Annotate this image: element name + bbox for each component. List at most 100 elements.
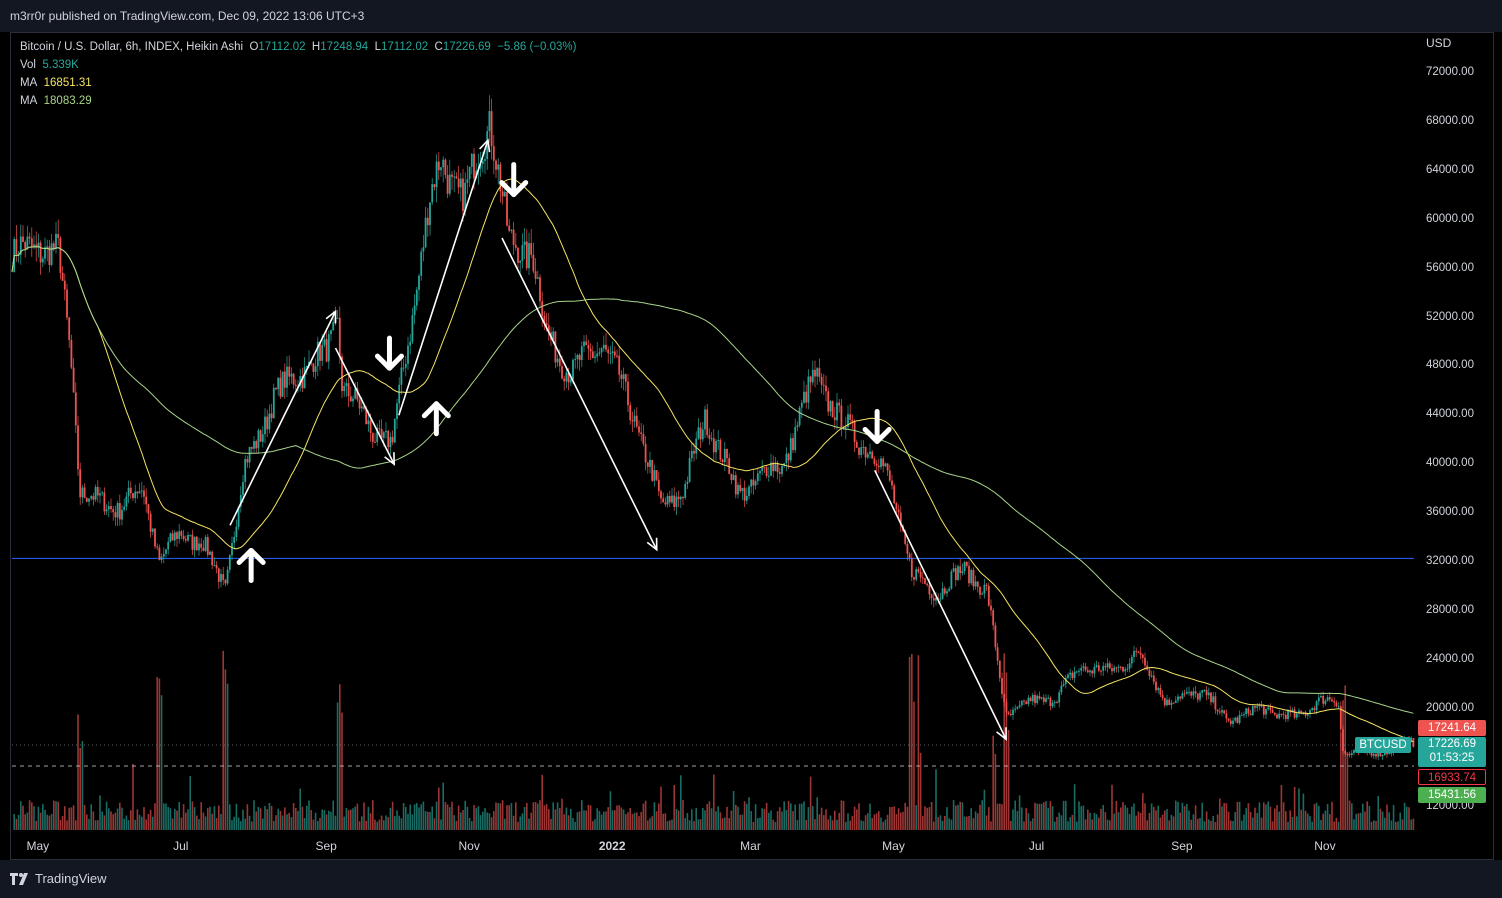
candle-body (1320, 695, 1322, 698)
volume-bar (209, 806, 211, 830)
volume-bar (512, 815, 515, 830)
volume-bar (506, 805, 508, 830)
candle-body (512, 229, 515, 245)
volume-bar (1029, 821, 1032, 830)
legend-ma1-row[interactable]: MA 16851.31 (20, 74, 576, 92)
candle-body (1117, 666, 1120, 668)
candle-body (1104, 666, 1107, 668)
candle-body (61, 272, 64, 281)
legend-ma2-row[interactable]: MA 18083.29 (20, 92, 576, 110)
candle-body (631, 420, 634, 422)
candle-body (946, 591, 948, 594)
volume-bar (658, 803, 660, 830)
candle-body (721, 459, 724, 462)
candle-body (365, 408, 368, 425)
tradingview-logo[interactable]: TradingView (10, 871, 107, 886)
volume-bar (475, 808, 477, 830)
candle-body (1339, 706, 1342, 730)
candle-body (292, 373, 295, 385)
candle-body (105, 509, 108, 512)
candle-body (657, 479, 660, 492)
volume-bar (966, 816, 968, 830)
volume-bar (996, 803, 999, 830)
volume-bar (321, 809, 323, 830)
candle-body (1095, 665, 1098, 667)
volume-bar (1298, 788, 1300, 830)
volume-bar (121, 807, 123, 830)
volume-bar (1408, 807, 1410, 830)
candle-body (765, 467, 768, 476)
volume-bar (838, 812, 840, 830)
candle-body (380, 429, 383, 438)
volume-bar (378, 819, 381, 830)
candle-body (37, 242, 40, 248)
candle-body (473, 153, 475, 179)
candle-body (1203, 689, 1206, 691)
volume-bar (453, 815, 455, 830)
price-tick-label: 48000.00 (1426, 359, 1474, 372)
candle-body (712, 438, 715, 453)
candle-body (1227, 718, 1230, 721)
candle-body (173, 532, 176, 541)
volume-bar (57, 801, 59, 830)
candle-body (1093, 666, 1096, 674)
candle-body (627, 381, 629, 406)
candle-body (1137, 651, 1140, 653)
candle-body (1069, 672, 1072, 675)
volume-bar (1183, 806, 1186, 830)
volume-bar (1381, 811, 1384, 830)
volume-bar (380, 815, 383, 830)
candle-body (587, 345, 590, 349)
candle-body (442, 159, 445, 168)
candle-body (1278, 713, 1281, 719)
candle-body (1326, 697, 1329, 701)
candle-body (756, 473, 759, 482)
candle-body (1060, 685, 1063, 693)
volume-bar (105, 801, 108, 830)
candle-body (127, 487, 130, 497)
tradingview-brand: TradingView (35, 871, 107, 886)
volume-bar (759, 817, 761, 830)
candle-body (387, 430, 390, 448)
legend-volume-row[interactable]: Vol 5.339K (20, 56, 576, 74)
candle-body (242, 482, 244, 496)
volume-bar (554, 809, 557, 830)
volume-bar (193, 807, 196, 830)
trend-arrow-line (874, 469, 1007, 740)
candle-body (1100, 670, 1102, 672)
volume-bar (1047, 807, 1049, 830)
legend-symbol[interactable]: Bitcoin / U.S. Dollar, 6h, INDEX, Heikin… (20, 41, 244, 53)
volume-bar (1040, 803, 1043, 830)
candle-body (189, 534, 192, 536)
candle-body (728, 458, 731, 474)
volume-bar (959, 801, 961, 830)
volume-bar (893, 806, 895, 830)
price-tick-label: 44000.00 (1426, 408, 1474, 421)
candle-body (855, 442, 858, 448)
volume-bar (1353, 819, 1355, 830)
candle-body (407, 345, 409, 364)
candle-body (829, 401, 832, 412)
candle-body (1152, 675, 1155, 682)
volume-bar (288, 812, 290, 830)
candle-body (609, 352, 612, 354)
volume-bar (653, 802, 656, 830)
volume-bar (550, 818, 552, 830)
volume-bar (1205, 811, 1208, 830)
volume-bar (1377, 796, 1379, 830)
volume-bar (768, 812, 770, 830)
volume-bar (922, 815, 924, 830)
candle-body (1119, 666, 1122, 668)
candle-body (748, 486, 750, 496)
volume-bar (286, 814, 288, 830)
volume-bar (952, 800, 955, 830)
volume-bar (792, 811, 794, 830)
time-tick-label: 2022 (598, 839, 626, 853)
volume-bar (143, 807, 145, 830)
candle-body (501, 191, 504, 197)
volume-bar (1265, 804, 1267, 830)
candle-body (411, 315, 414, 342)
volume-bar (1076, 821, 1078, 830)
volume-bar (680, 775, 682, 830)
